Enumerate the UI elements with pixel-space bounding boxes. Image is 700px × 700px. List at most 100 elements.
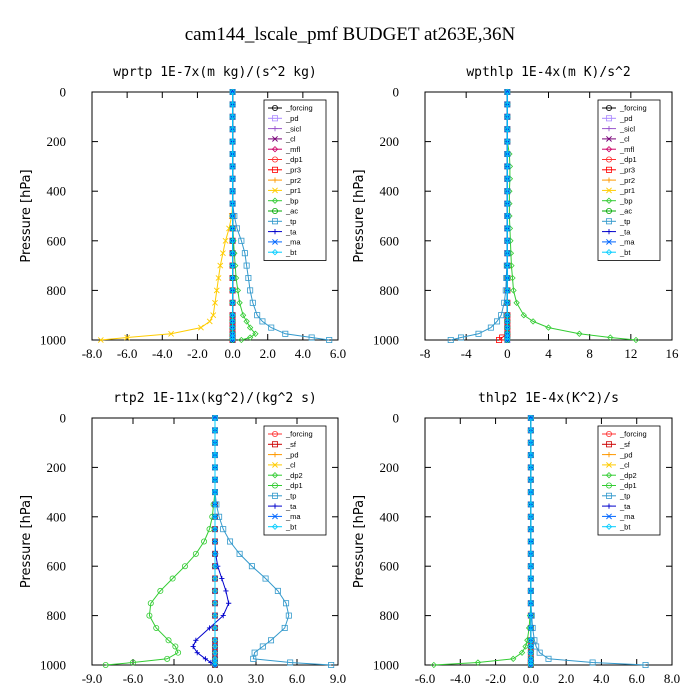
data-point: [447, 336, 454, 343]
legend-marker: [606, 166, 613, 173]
data-point: [474, 659, 482, 666]
x-tick-label: -2.0: [187, 346, 208, 361]
x-tick-label: 0.0: [224, 346, 240, 361]
data-point: [211, 538, 219, 545]
legend-marker: [606, 503, 612, 509]
data-point: [247, 287, 254, 294]
data-point: [510, 655, 517, 662]
data-point: [504, 336, 511, 344]
x-tick-label: -6.0: [117, 346, 138, 361]
legend-entry: _ma: [285, 238, 301, 247]
data-point: [226, 600, 232, 606]
data-point: [211, 624, 219, 632]
y-tick-label: 600: [47, 559, 67, 574]
x-tick-label: 9.0: [330, 671, 346, 686]
data-point: [157, 587, 164, 594]
legend-entry: _ta: [619, 502, 631, 511]
data-point: [192, 550, 199, 557]
data-point: [282, 330, 289, 337]
data-point: [458, 334, 465, 341]
data-point: [236, 299, 243, 306]
y-tick-label: 600: [380, 559, 400, 574]
y-tick-label: 0: [60, 411, 67, 426]
data-point: [164, 655, 171, 662]
data-point: [510, 287, 517, 294]
data-point: [328, 662, 335, 669]
data-point: [504, 299, 511, 306]
legend-entry: _pr2: [285, 176, 301, 185]
data-point: [229, 312, 236, 319]
legend-marker: [606, 513, 612, 520]
legend-entry: _sicl: [285, 124, 301, 133]
series-line-bp: [232, 92, 257, 341]
data-point: [545, 655, 552, 662]
legend-marker: [606, 187, 612, 194]
legend-entry: _dp1: [619, 155, 637, 164]
x-tick-label: 4.0: [593, 671, 609, 686]
legend-marker: [606, 105, 613, 112]
data-point: [222, 237, 229, 244]
legend-entry: _mfl: [285, 145, 301, 154]
panel-title: thlp2 1E-4x(K^2)/s: [478, 391, 619, 406]
data-point: [206, 318, 213, 325]
data-point: [146, 612, 153, 619]
data-point: [504, 318, 511, 325]
y-axis-label: Pressure [hPa]: [19, 495, 34, 588]
legend-marker: [271, 115, 278, 122]
data-point: [211, 661, 219, 669]
data-point: [250, 655, 257, 662]
legend-marker: [606, 156, 613, 163]
data-point: [287, 659, 294, 666]
data-point: [220, 526, 227, 533]
legend-entry: _forcing: [285, 104, 313, 113]
legend-marker: [272, 187, 278, 194]
data-point: [229, 274, 236, 282]
legend-entry: _ma: [619, 512, 635, 521]
legend-entry: _cl: [619, 135, 630, 144]
legend-entry: _bt: [285, 248, 297, 257]
data-point: [229, 287, 236, 294]
data-point: [504, 237, 511, 244]
data-point: [201, 538, 208, 545]
legend-entry: _ta: [285, 227, 297, 236]
data-point: [210, 312, 217, 319]
x-tick-label: 16: [666, 346, 680, 361]
data-point: [527, 550, 535, 558]
data-point: [527, 414, 535, 422]
data-point: [229, 126, 236, 133]
legend-entry: _ta: [619, 227, 631, 236]
legend-marker: [605, 197, 613, 204]
legend-entry: _cl: [619, 461, 630, 470]
legend-marker: [271, 166, 278, 173]
legend-entry: _ac: [619, 207, 632, 216]
data-point: [475, 330, 482, 337]
y-tick-label: 0: [60, 85, 67, 100]
legend-marker: [606, 238, 612, 245]
data-point: [529, 318, 537, 325]
series-group: [430, 414, 649, 669]
legend-marker: [271, 492, 278, 499]
panel-title: rtp2 1E-11x(kg^2)/(kg^2 s): [113, 391, 317, 406]
legend-entry: _sf: [285, 440, 297, 449]
x-tick-label: 8: [586, 346, 593, 361]
data-point: [527, 600, 535, 607]
x-tick-label: 6.0: [330, 346, 346, 361]
data-point: [589, 659, 596, 666]
data-point: [217, 262, 224, 269]
data-point: [527, 624, 535, 632]
data-point: [243, 262, 250, 269]
x-tick-label: 4: [545, 346, 552, 361]
legend-entry: _pr2: [619, 176, 635, 185]
plot-frame: [91, 91, 339, 341]
data-point: [223, 588, 229, 594]
data-point: [211, 587, 219, 595]
legend-marker: [272, 461, 278, 468]
data-point: [248, 563, 255, 570]
panel-2: wpthlp 1E-4x(m K)/s^2 Pressure [hPa] -8 -4 0…: [352, 65, 679, 361]
x-tick-label: 2.0: [260, 346, 276, 361]
data-point: [527, 439, 535, 446]
data-point: [504, 262, 511, 269]
y-tick-label: 800: [380, 283, 400, 298]
legend-entry: _dp2: [285, 471, 303, 480]
x-tick-label: 0.0: [207, 671, 223, 686]
